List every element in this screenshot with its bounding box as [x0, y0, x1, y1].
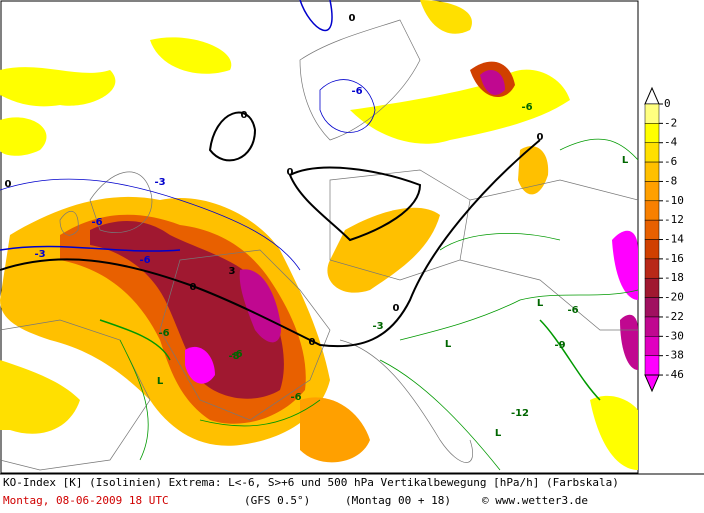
scale-label: -10	[664, 194, 684, 207]
scale-label: -6	[664, 155, 677, 168]
isolines	[0, 0, 639, 471]
contour-label: -3	[34, 249, 45, 260]
scale-label: -16	[664, 252, 684, 265]
contour-label: -6	[231, 349, 242, 360]
scale-label: -12	[664, 213, 684, 226]
contour-label: 3	[229, 266, 236, 277]
map-area: 0 0 0 0 0 0 0 0 -6 -6 -3 -3 -6 3 -6 -6 L…	[0, 0, 639, 474]
contour-label: -6	[567, 305, 578, 316]
contour-label: -9	[554, 340, 565, 351]
contour-label: 0	[393, 303, 400, 314]
footer-date: Montag, 08-06-2009 18 UTC	[3, 494, 169, 507]
scale-segment	[644, 219, 660, 240]
contour-label: -6	[290, 392, 301, 403]
scale-label: -14	[664, 233, 684, 246]
scale-segment	[644, 142, 660, 163]
scale-segment	[644, 200, 660, 221]
borders	[0, 19, 639, 471]
scale-segment	[644, 316, 660, 337]
footer-run: (Montag 00 + 18)	[345, 494, 451, 507]
contour-label: -8	[228, 351, 239, 362]
contour-label: 0	[190, 282, 197, 293]
scale-segment	[644, 181, 660, 202]
scale-label: -2	[664, 116, 677, 129]
pressure-low: L	[445, 339, 452, 350]
contour-label: -3	[372, 321, 383, 332]
pressure-low: L	[622, 155, 629, 166]
contour-label: 0	[287, 167, 294, 178]
contour-label: 0	[5, 179, 12, 190]
contour-label: -3	[154, 177, 165, 188]
scale-label: -46	[664, 368, 684, 381]
scale-segment	[644, 336, 660, 356]
contour-label: 0	[349, 13, 356, 24]
scale-label: -8	[664, 174, 677, 187]
scale-segment	[644, 239, 660, 260]
contour-label: -6	[351, 86, 362, 97]
scale-segment	[644, 123, 660, 143]
contour-label: 0	[241, 110, 248, 121]
footer-description: KO-Index [K] (Isolinien) Extrema: L<-6, …	[3, 476, 619, 489]
scale-segment	[644, 258, 660, 279]
color-scale: 0 -2 -4 -6 -8 -10 -12 -14 -16 -18 -20 -22 -30 -38 -46	[644, 86, 684, 393]
scale-segment	[644, 355, 660, 376]
contour-label: 0	[537, 132, 544, 143]
scale-segment	[644, 103, 660, 124]
scale-segment	[644, 297, 660, 318]
contour-label: -6	[521, 102, 532, 113]
contour-label: -12	[511, 408, 529, 419]
scale-label: -38	[664, 349, 684, 362]
pressure-low: L	[537, 298, 544, 309]
isoline-labels: 0 0 0 0 0 0 0 0 -6 -6 -3 -3 -6 3 -6 -6 L…	[5, 13, 629, 439]
pressure-low: L	[495, 428, 502, 439]
scale-label: -30	[664, 329, 684, 342]
contour-label: -6	[91, 217, 102, 228]
contour-label: 0	[309, 337, 316, 348]
scale-label: -18	[664, 271, 684, 284]
scale-segment	[644, 277, 660, 298]
contour-label: -6	[139, 255, 150, 266]
pressure-low: L	[157, 376, 164, 387]
contour-label: -6	[158, 328, 169, 339]
scale-label: -22	[664, 310, 684, 323]
scale-segment	[644, 161, 660, 182]
scale-label: -20	[664, 291, 684, 304]
footer-credit: © www.wetter3.de	[482, 494, 588, 507]
footer-model: (GFS 0.5°)	[244, 494, 310, 507]
scale-label: 0	[664, 97, 671, 110]
scale-bottom-arrow	[644, 374, 660, 393]
scale-label: -4	[664, 136, 678, 149]
scale-top-arrow	[644, 86, 660, 105]
